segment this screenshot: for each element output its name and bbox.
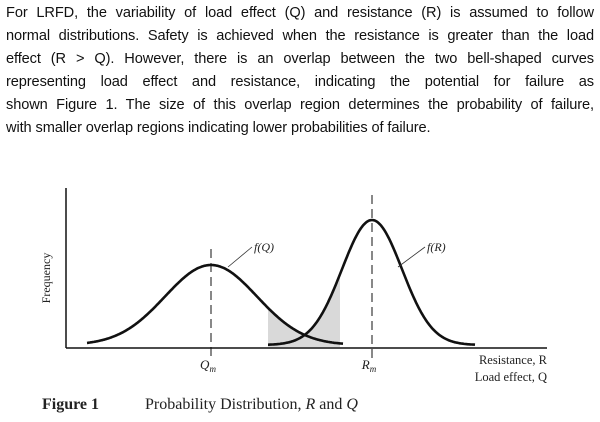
f-q-leader bbox=[227, 246, 253, 268]
paragraph-line: representing load effect and resistance,… bbox=[6, 74, 594, 90]
f-r-leader bbox=[397, 246, 426, 268]
resistance-curve bbox=[268, 218, 476, 346]
x-axis-label-load: Load effect, Q bbox=[475, 370, 547, 384]
mean-q-label: Qm bbox=[200, 357, 216, 374]
figure-caption: Probability Distribution, R and Q bbox=[145, 396, 358, 413]
paragraph-line: normal distributions. Safety is achieved… bbox=[6, 28, 594, 44]
paragraph-line: effect (R > Q). However, there is an ove… bbox=[6, 51, 594, 67]
figure-number: Figure 1 bbox=[42, 396, 99, 413]
y-axis-label: Frequency bbox=[39, 253, 53, 304]
f-r-label: f(R) bbox=[427, 240, 446, 254]
load-effect-curve bbox=[86, 263, 344, 345]
paragraph-line: with smaller overlap regions indicating … bbox=[6, 120, 431, 136]
overlap-region bbox=[268, 274, 340, 347]
x-axis-label-resistance: Resistance, R bbox=[479, 353, 548, 367]
mean-r-label: Rm bbox=[361, 357, 377, 374]
paragraph-line: For LRFD, the variability of load effect… bbox=[6, 5, 594, 21]
f-q-label: f(Q) bbox=[254, 240, 274, 254]
paragraph-line: shown Figure 1. The size of this overlap… bbox=[6, 97, 594, 113]
body-paragraph: For LRFD, the variability of load effect… bbox=[6, 2, 594, 140]
